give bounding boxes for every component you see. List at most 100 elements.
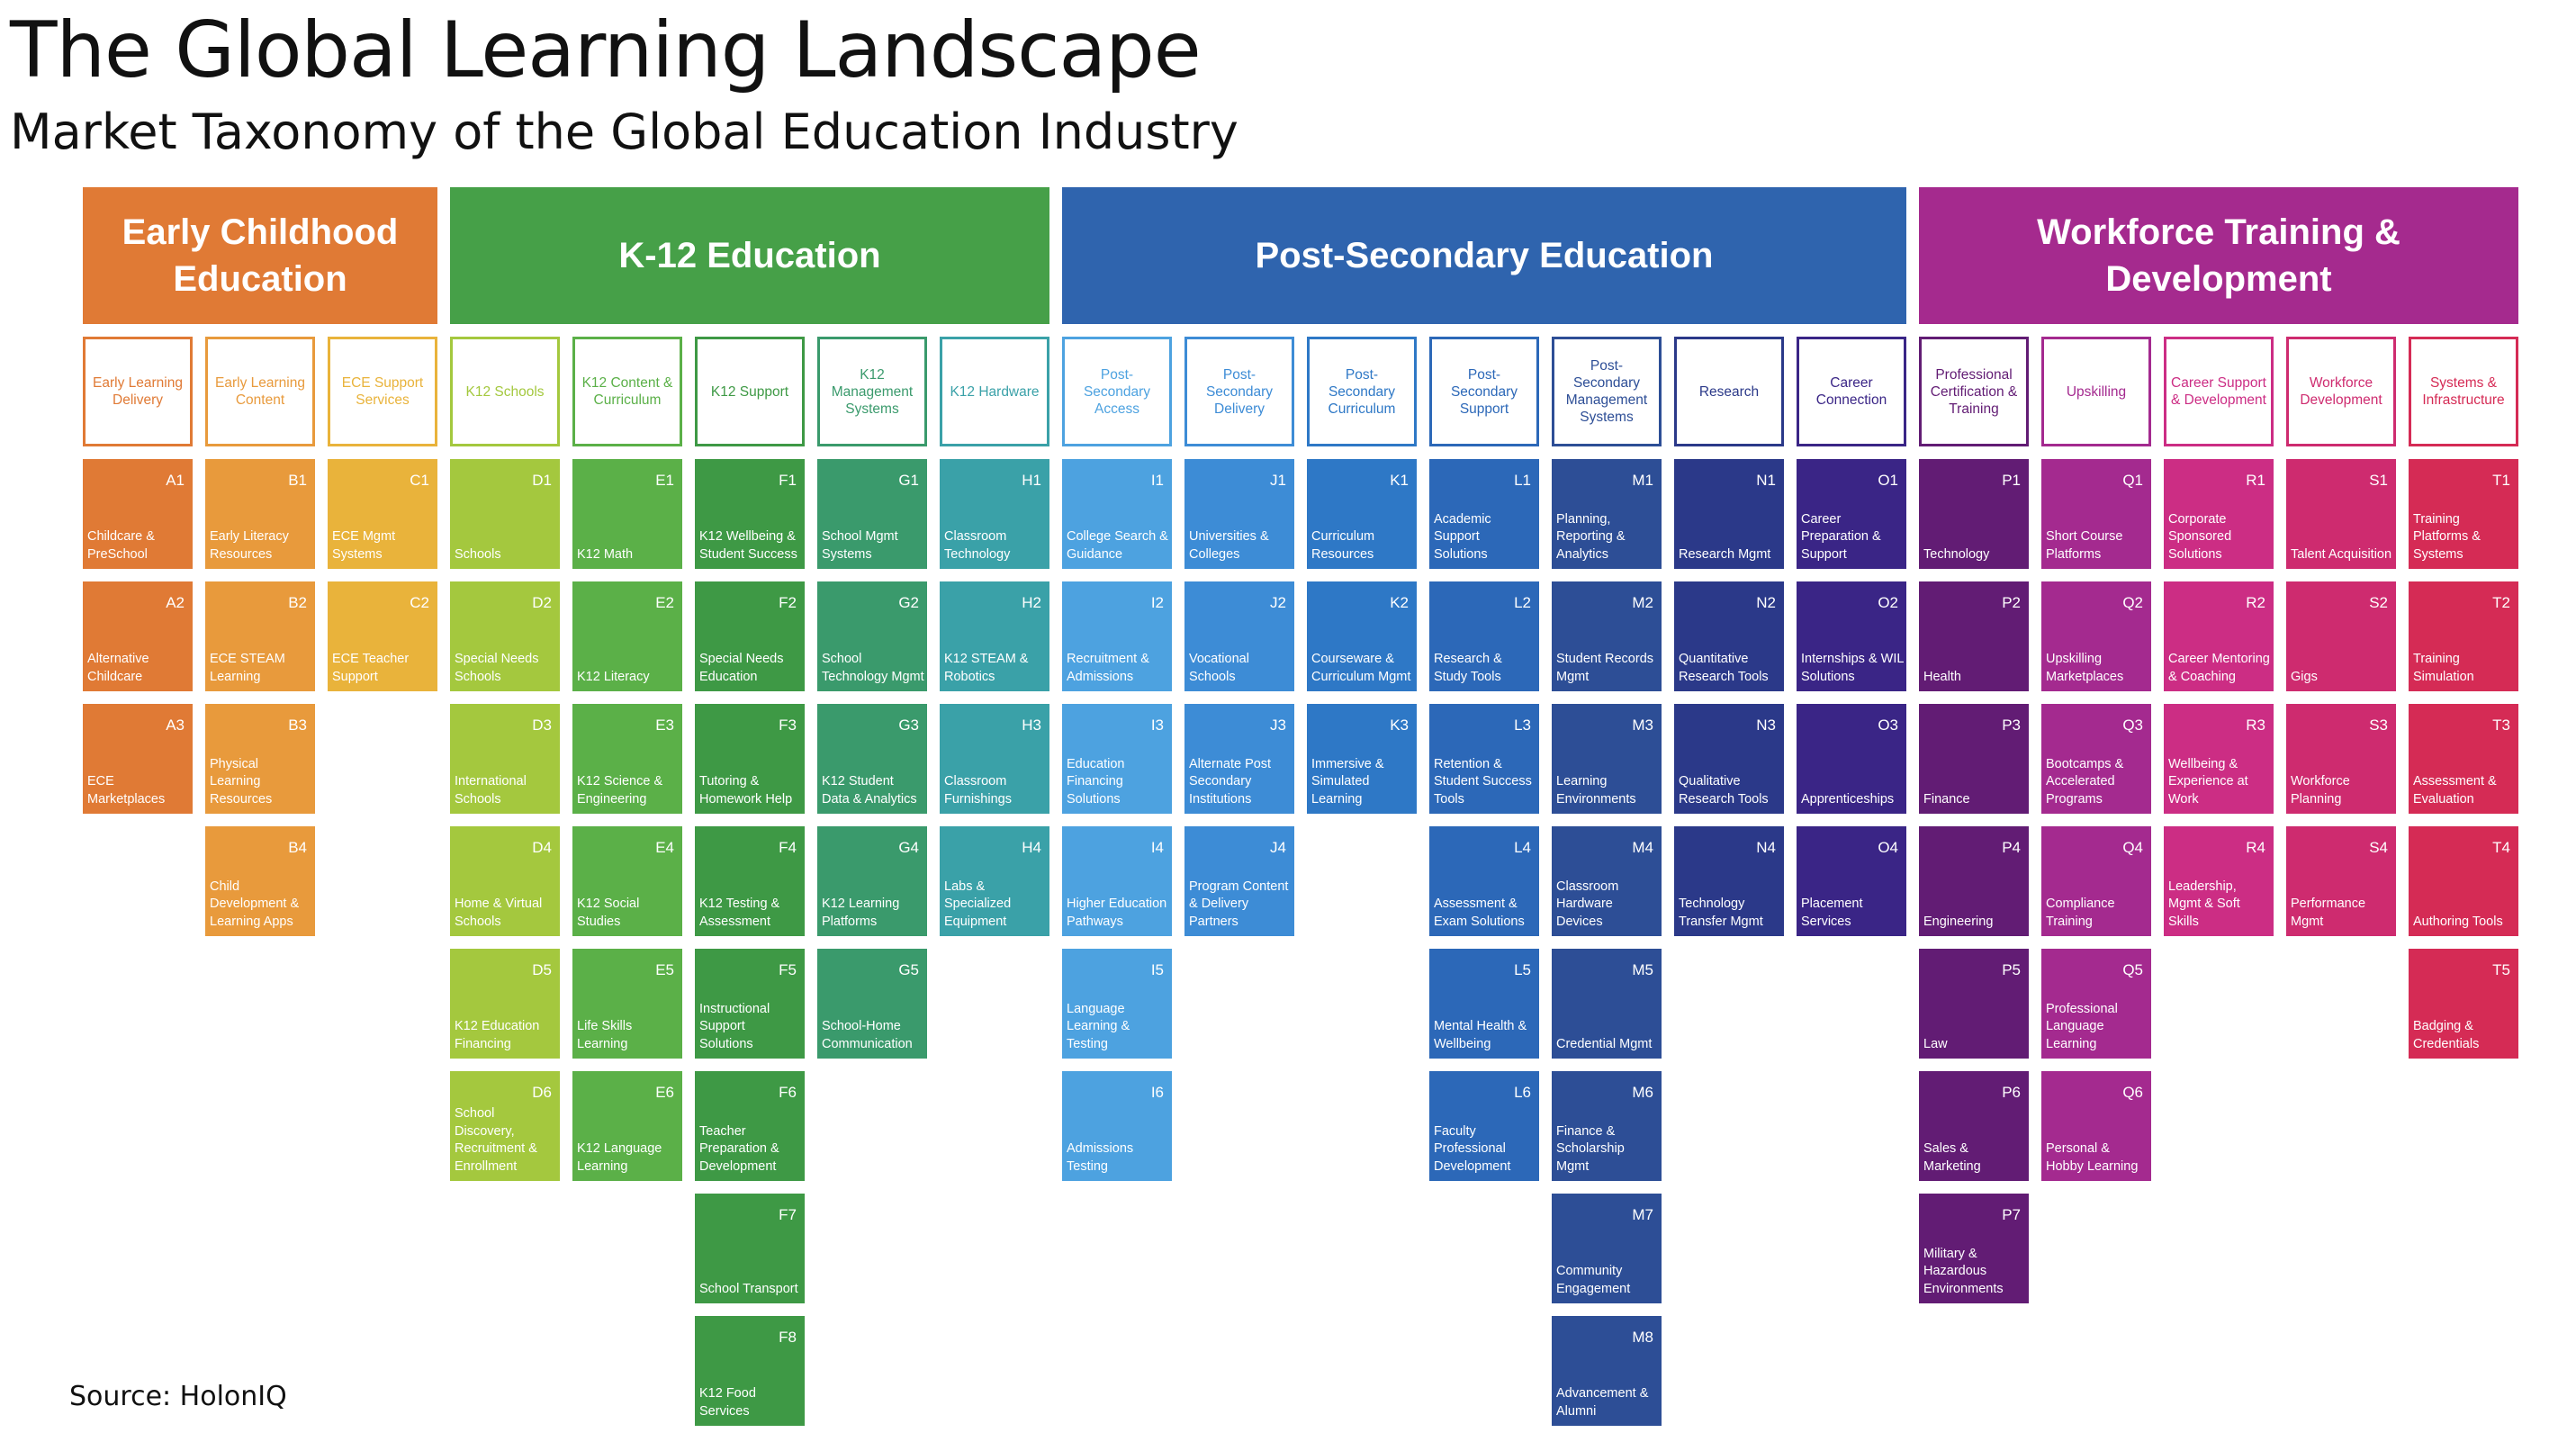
tile-code: B4 xyxy=(288,839,307,856)
tile-code: P4 xyxy=(2002,839,2021,856)
tile-label: Schools xyxy=(455,546,501,562)
tile-code: Q6 xyxy=(2122,1084,2143,1101)
subcategory-ece-support-services: ECE Support Services xyxy=(328,337,437,446)
tile-label: Assessment & Evaluation xyxy=(2413,774,2497,807)
tile-code: B2 xyxy=(288,594,307,611)
market-tile-l5: L5 Mental Health & Wellbeing xyxy=(1429,949,1539,1059)
tile-code: T2 xyxy=(2492,594,2510,611)
tile-label: School Mgmt Systems xyxy=(822,529,898,562)
tile-label: Performance Mgmt xyxy=(2291,897,2366,929)
subcategory-k12-content-and-curriculum: K12 Content & Curriculum xyxy=(572,337,682,446)
tile-label: Faculty Professional Development xyxy=(1434,1123,1511,1174)
tile-label: ECE Mgmt Systems xyxy=(332,529,396,562)
tile-code: E6 xyxy=(655,1084,674,1101)
tile-code: I2 xyxy=(1150,594,1164,611)
tile-label: Apprenticeships xyxy=(1801,791,1895,807)
market-tile-s2: S2 Gigs xyxy=(2286,581,2396,691)
page-subtitle: Market Taxonomy of the Global Education … xyxy=(10,104,1238,160)
tile-label: Authoring Tools xyxy=(2413,914,2503,929)
market-tile-t1: T1 Training Platforms & Systems xyxy=(2409,459,2518,569)
market-tile-a2: A2 Alternative Childcare xyxy=(83,581,193,691)
market-tile-j2: J2 Vocational Schools xyxy=(1184,581,1294,691)
tile-label: Admissions Testing xyxy=(1067,1141,1134,1174)
tile-label: School Transport xyxy=(699,1281,798,1296)
tile-label: Wellbeing & Experience at Work xyxy=(2168,756,2248,807)
tile-label: Vocational Schools xyxy=(1189,652,1249,684)
market-tile-o2: O2 Internships & WIL Solutions xyxy=(1797,581,1906,691)
tile-code: H4 xyxy=(1022,839,1041,856)
tile-code: K1 xyxy=(1390,472,1409,489)
market-tile-r3: R3 Wellbeing & Experience at Work xyxy=(2164,704,2274,814)
tile-code: M4 xyxy=(1632,839,1653,856)
tile-code: K2 xyxy=(1390,594,1409,611)
tile-code: N2 xyxy=(1756,594,1776,611)
tile-code: N3 xyxy=(1756,716,1776,734)
market-tile-d6: D6 School Discovery, Recruitment & Enroll… xyxy=(450,1071,560,1181)
tile-code: M5 xyxy=(1632,961,1653,978)
market-tile-h1: H1 Classroom Technology xyxy=(940,459,1049,569)
market-tile-g3: G3 K12 Student Data & Analytics xyxy=(817,704,927,814)
market-tile-f1: F1 K12 Wellbeing & Student Success xyxy=(695,459,805,569)
tile-label: Military & Hazardous Environments xyxy=(1923,1246,2004,1296)
tile-code: S4 xyxy=(2369,839,2388,856)
tile-label: Retention & Student Success Tools xyxy=(1434,756,1532,807)
tile-code: F8 xyxy=(779,1329,797,1346)
tile-label: ECE Teacher Support xyxy=(332,652,410,684)
market-tile-m7: M7 Community Engagement xyxy=(1552,1194,1662,1303)
tile-code: R2 xyxy=(2246,594,2265,611)
tile-code: O1 xyxy=(1878,472,1898,489)
tile-code: T4 xyxy=(2492,839,2510,856)
tile-code: J2 xyxy=(1270,594,1286,611)
subcategory-career-connection: Career Connection xyxy=(1797,337,1906,446)
subcategory-professional-certification-and-training: Professional Certification & Training xyxy=(1919,337,2029,446)
tile-code: H2 xyxy=(1022,594,1041,611)
tile-label: K12 Social Studies xyxy=(577,897,640,929)
tile-code: H3 xyxy=(1022,716,1041,734)
tile-code: J4 xyxy=(1270,839,1286,856)
market-tile-f8: F8 K12 Food Services xyxy=(695,1316,805,1426)
tile-label: Home & Virtual Schools xyxy=(455,897,543,929)
tile-label: K12 Science & Engineering xyxy=(577,774,663,807)
tile-label: Placement Services xyxy=(1801,897,1863,929)
market-tile-q2: Q2 Upskilling Marketplaces xyxy=(2041,581,2151,691)
market-tile-p3: P3 Finance xyxy=(1919,704,2029,814)
subcategory-post-secondary-support: Post-Secondary Support xyxy=(1429,337,1539,446)
market-tile-c2: C2 ECE Teacher Support xyxy=(328,581,437,691)
tile-code: L1 xyxy=(1514,472,1531,489)
tile-label: Instructional Support Solutions xyxy=(699,1001,770,1051)
market-tile-o1: O1 Career Preparation & Support xyxy=(1797,459,1906,569)
tile-code: I4 xyxy=(1150,839,1164,856)
tile-code: T1 xyxy=(2492,472,2510,489)
tile-label: Childcare & PreSchool xyxy=(87,529,155,562)
tile-label: Academic Support Solutions xyxy=(1434,511,1491,562)
tile-label: Internships & WIL Solutions xyxy=(1801,652,1904,684)
subcategory-research: Research xyxy=(1674,337,1784,446)
tile-label: K12 Student Data & Analytics xyxy=(822,774,917,807)
tile-code: Q1 xyxy=(2122,472,2143,489)
tile-label: Research & Study Tools xyxy=(1434,652,1502,684)
tile-code: E5 xyxy=(655,961,674,978)
tile-label: ECE STEAM Learning xyxy=(210,652,285,684)
tile-label: Mental Health & Wellbeing xyxy=(1434,1019,1527,1051)
market-tile-g2: G2 School Technology Mgmt xyxy=(817,581,927,691)
tile-code: Q3 xyxy=(2122,716,2143,734)
tile-label: Courseware & Curriculum Mgmt xyxy=(1311,652,1411,684)
tile-label: Classroom Hardware Devices xyxy=(1556,879,1619,929)
market-tile-i5: I5 Language Learning & Testing xyxy=(1062,949,1172,1059)
market-tile-m8: M8 Advancement & Alumni xyxy=(1552,1316,1662,1426)
tile-code: I1 xyxy=(1150,472,1164,489)
tile-label: Planning, Reporting & Analytics xyxy=(1556,511,1626,562)
tile-code: E4 xyxy=(655,839,674,856)
tile-label: Technology Transfer Mgmt xyxy=(1679,897,1763,929)
tile-label: Talent Acquisition xyxy=(2291,546,2392,562)
tile-code: T5 xyxy=(2492,961,2510,978)
market-tile-c1: C1 ECE Mgmt Systems xyxy=(328,459,437,569)
subcategory-upskilling: Upskilling xyxy=(2041,337,2151,446)
tile-label: Assessment & Exam Solutions xyxy=(1434,897,1525,929)
market-tile-q4: Q4 Compliance Training xyxy=(2041,826,2151,936)
tile-label: Bootcamps & Accelerated Programs xyxy=(2046,756,2124,807)
subcategory-k12-schools: K12 Schools xyxy=(450,337,560,446)
tile-label: K12 Food Services xyxy=(699,1386,756,1419)
tile-code: S3 xyxy=(2369,716,2388,734)
tile-code: L2 xyxy=(1514,594,1531,611)
